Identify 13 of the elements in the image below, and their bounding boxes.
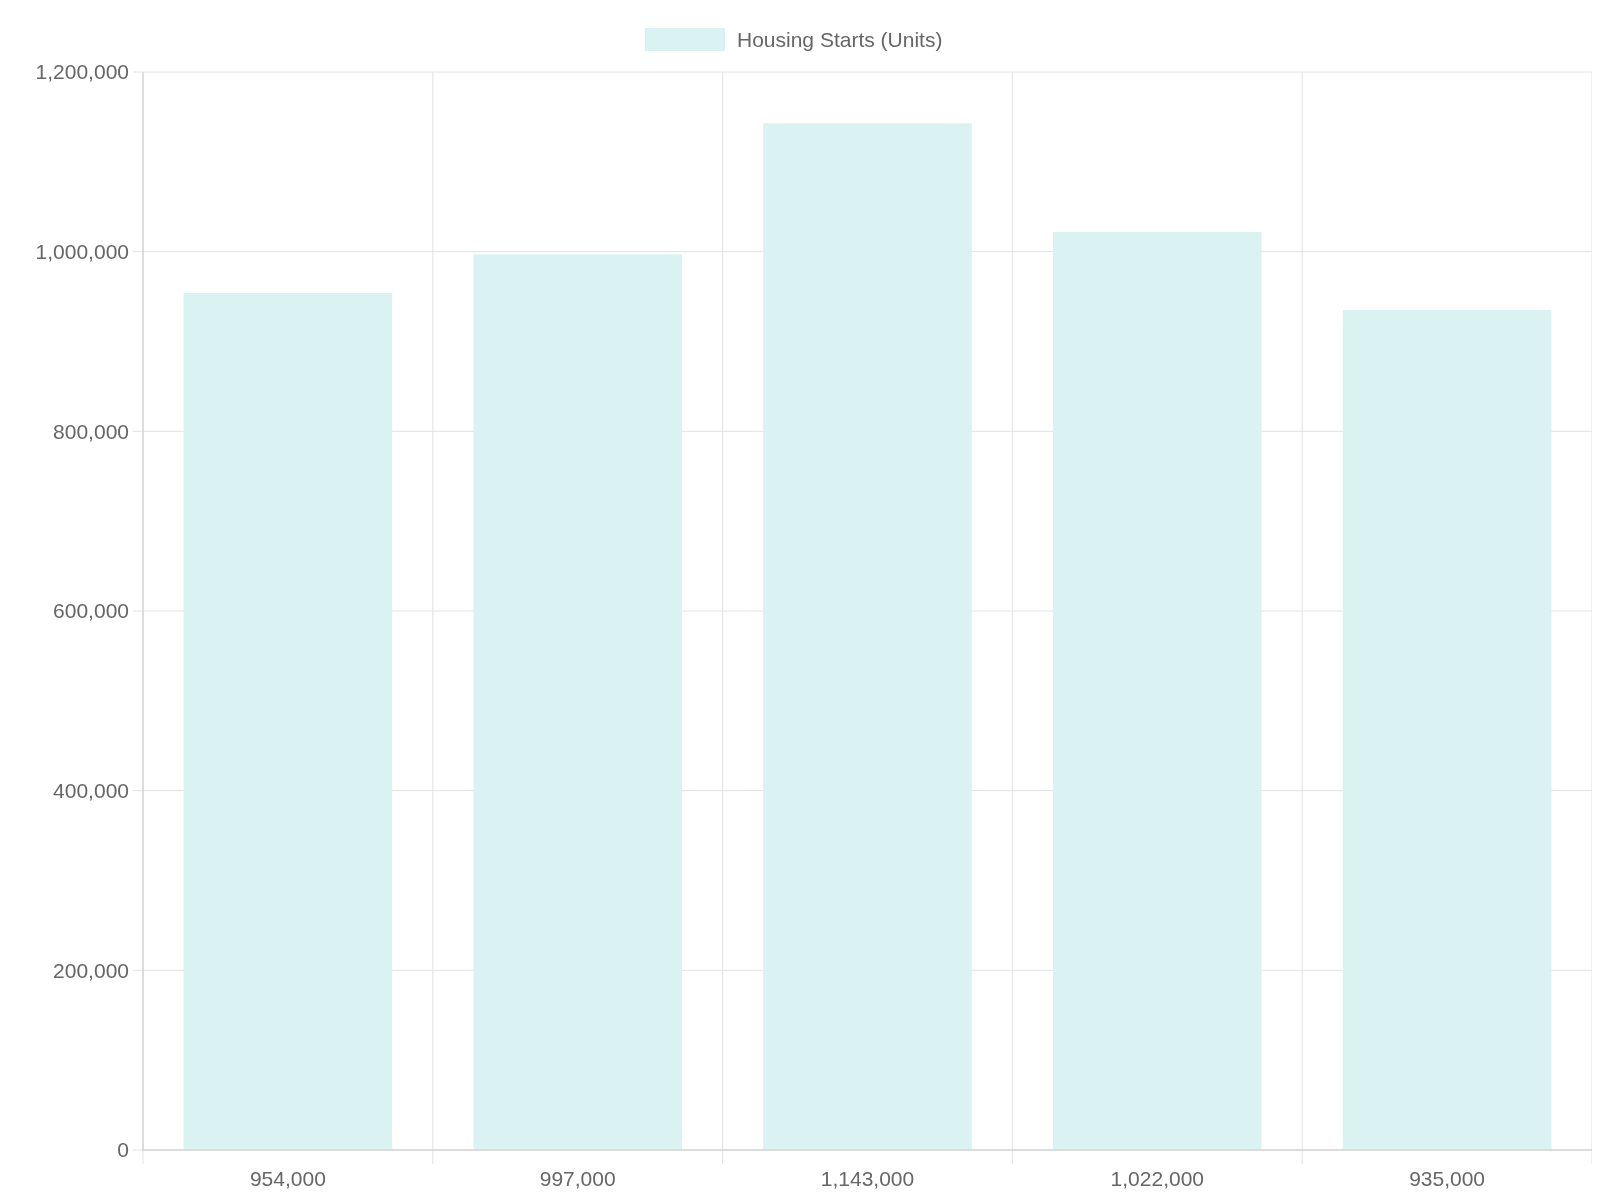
x-tick-label: 1,022,000: [1110, 1167, 1205, 1190]
x-tick-label: 954,000: [249, 1167, 326, 1190]
legend-label: Housing Starts (Units): [737, 28, 943, 52]
y-tick-label: 0: [117, 1138, 129, 1162]
y-tick-label: 400,000: [53, 779, 129, 803]
x-tick-label: 935,000: [1409, 1167, 1486, 1190]
x-tick-label: 1,143,000: [820, 1167, 915, 1190]
x-tick-label: 997,000: [539, 1167, 616, 1190]
y-tick-label: 600,000: [53, 599, 129, 623]
y-tick-label: 1,200,000: [35, 60, 129, 84]
y-tick-label: 800,000: [53, 419, 129, 443]
y-tick-label: 200,000: [53, 958, 129, 982]
y-tick-label: 1,000,000: [35, 240, 129, 264]
